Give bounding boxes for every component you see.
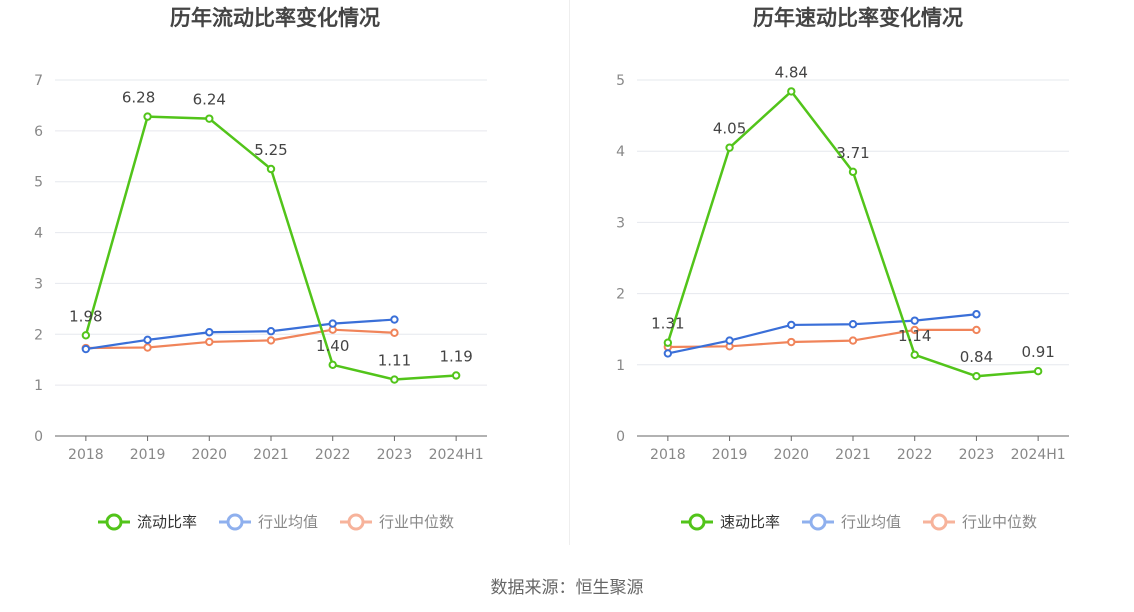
data-label: 4.84 [775,63,808,81]
legend-item-label: 行业均值 [258,513,318,531]
y-tick-label: 3 [616,215,625,231]
data-point [787,320,796,330]
data-point [848,336,858,345]
x-tick-label: 2023 [377,447,413,463]
data-point [1033,367,1043,376]
data-point [143,112,152,121]
data-point [266,336,276,345]
data-point [205,114,214,123]
data-label: 1.19 [439,347,472,365]
y-tick-label: 0 [34,429,43,445]
data-point [663,349,673,358]
data-point [390,375,399,384]
data-label: 4.05 [713,120,746,138]
x-tick-label: 2024H1 [1011,447,1066,463]
chart-panel-2: 历年速动比率变化情况 0 1 2 3 4 5 2018 2019 2020 2021 2022 2023… [616,6,1069,531]
chart-panel-1: 历年流动比率变化情况 0 1 2 3 4 5 6 7 2018 2019 2020 2021 2022 20… [34,6,487,531]
data-point [143,335,152,345]
x-tick-label: 2020 [773,447,809,463]
x-tick-label: 2022 [315,447,351,463]
data-point [725,336,734,345]
data-point [451,371,461,380]
y-tick-label: 7 [34,73,43,89]
x-tick-label: 2019 [130,447,166,463]
data-point [81,331,91,340]
data-label: 1.31 [651,315,684,333]
data-point [972,310,981,319]
x-tick-label: 2021 [253,447,289,463]
data-point [787,337,796,347]
y-tick-label: 4 [34,226,43,242]
chart-title: 历年流动比率变化情况 [170,6,380,30]
y-tick-label: 5 [34,175,43,191]
data-point [787,87,796,96]
x-tick-label: 2020 [191,447,227,463]
data-point [328,360,337,369]
data-point [81,344,91,354]
data-label: 3.71 [836,144,869,162]
data-label: 6.28 [122,89,155,107]
data-point [390,328,399,337]
series-line [85,328,395,350]
x-tick-label: 2021 [835,447,871,463]
data-point [266,327,276,336]
legend-swatch-marker [105,513,123,531]
y-tick-label: 1 [616,358,625,374]
data-point [848,320,858,329]
data-point [848,167,858,177]
y-tick-label: 6 [34,124,43,140]
y-tick-label: 5 [616,73,625,89]
data-label: 0.91 [1021,343,1054,361]
series-line [85,318,395,351]
x-tick-label: 2022 [897,447,933,463]
data-point [663,338,673,347]
y-tick-label: 0 [616,429,625,445]
x-tick-label: 2019 [712,447,748,463]
x-tick-label: 2018 [68,447,104,463]
legend-swatch-marker [688,513,706,531]
data-point [972,325,981,335]
data-point [143,343,152,352]
legend-swatch-marker [226,513,244,531]
x-tick-label: 2023 [959,447,995,463]
panel-divider [569,0,570,545]
data-label: 6.24 [193,91,226,109]
y-tick-label: 2 [34,327,43,343]
data-label: 1.11 [378,352,411,370]
x-tick-label: 2018 [650,447,686,463]
chart-title: 历年速动比率变化情况 [753,6,963,30]
data-point [910,316,919,325]
y-tick-label: 1 [34,378,43,394]
data-label: 1.98 [69,307,102,325]
data-point [910,325,919,335]
legend-item-label: 行业均值 [841,513,901,531]
data-point [725,143,734,152]
legend-swatch-marker [809,513,827,531]
data-point [266,164,276,174]
data-point [972,371,981,381]
data-point [328,319,337,328]
series-line [667,328,977,349]
legend-item-label: 行业中位数 [962,513,1037,531]
series-line [667,313,977,355]
y-tick-label: 2 [616,287,625,303]
data-label: 5.25 [254,141,287,159]
legend-swatch-marker [347,513,365,531]
data-point [390,315,399,324]
data-label: 1.40 [316,337,349,355]
y-tick-label: 3 [34,276,43,292]
legend-item-label: 行业中位数 [379,513,454,531]
legend-item-label: 速动比率 [720,513,780,531]
legend-swatch-marker [930,513,948,531]
x-tick-label: 2024H1 [429,447,484,463]
legend-item-label: 流动比率 [137,513,197,531]
data-label: 1.14 [898,327,931,345]
data-label: 0.84 [960,348,993,366]
data-point [910,350,919,360]
data-point [205,328,214,337]
data-source-footer: 数据来源：恒生聚源 [490,578,644,598]
y-tick-label: 4 [616,144,625,160]
data-point [205,337,214,347]
